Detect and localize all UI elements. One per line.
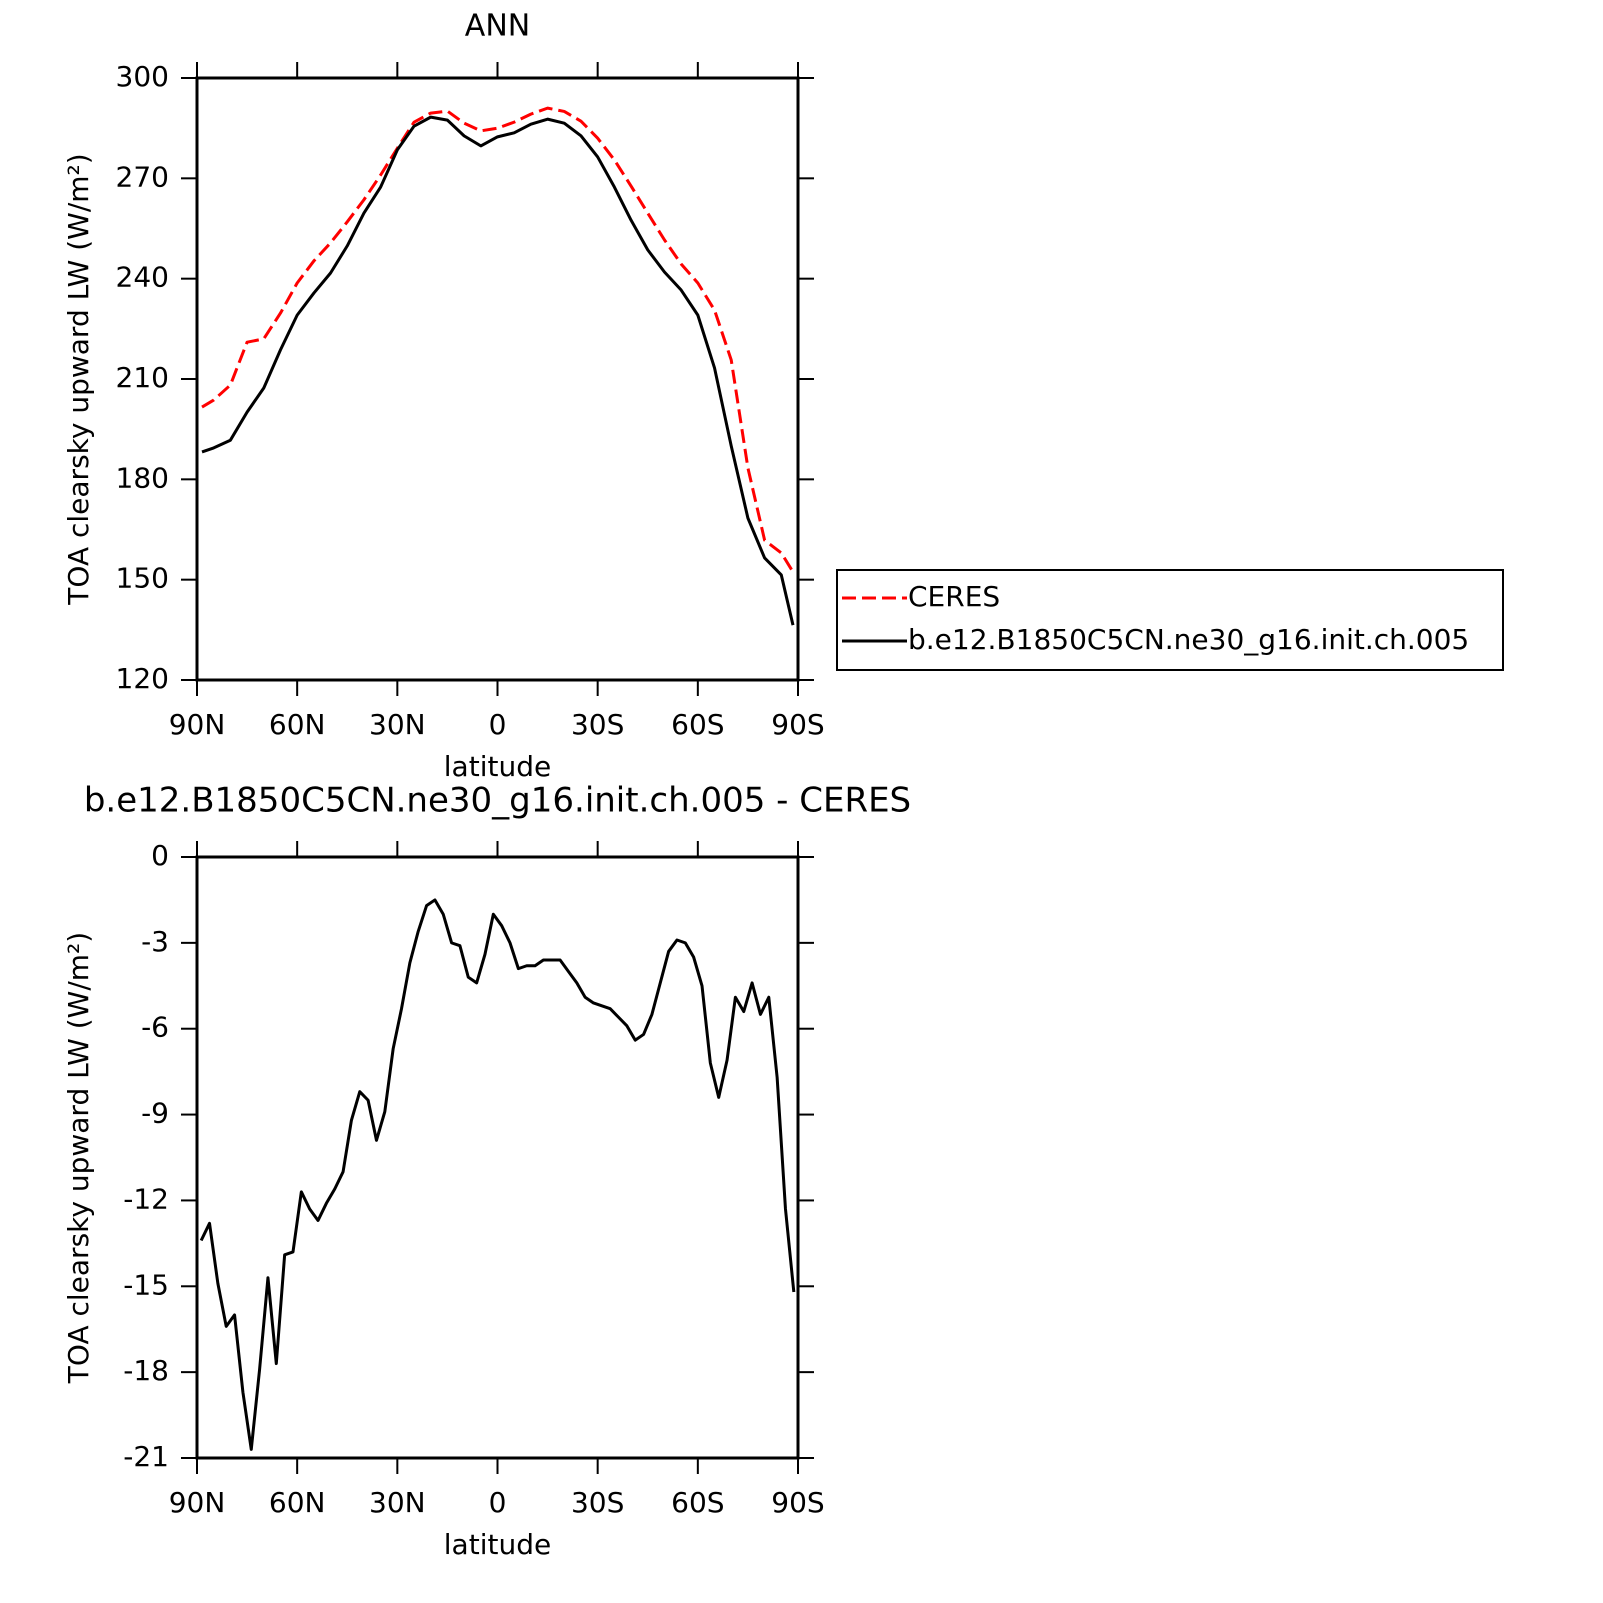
- x-tick-label: 30S: [571, 1486, 624, 1519]
- y-tick-label: 150: [116, 562, 169, 595]
- x-tick-label: 60N: [269, 708, 326, 741]
- x-axis-label: latitude: [444, 1528, 551, 1561]
- x-axis-label: latitude: [444, 750, 551, 783]
- y-tick-label: -3: [141, 925, 169, 958]
- y-tick-label: -6: [141, 1011, 169, 1044]
- y-tick-label: -18: [123, 1354, 169, 1387]
- y-tick-label: 300: [116, 60, 169, 93]
- y-tick-label: 210: [116, 361, 169, 394]
- x-tick-label: 30N: [369, 708, 426, 741]
- series-line: [199, 898, 796, 1451]
- x-tick-label: 60N: [269, 1486, 326, 1519]
- y-axis-label: TOA clearsky upward LW (W/m²): [62, 153, 95, 605]
- x-tick-label: 0: [489, 708, 507, 741]
- y-tick-label: 240: [116, 261, 169, 294]
- x-tick-label: 60S: [671, 708, 724, 741]
- y-tick-label: 0: [151, 839, 169, 872]
- x-tick-label: 30N: [369, 1486, 426, 1519]
- series-line: [201, 106, 795, 573]
- x-tick-label: 90S: [771, 1486, 824, 1519]
- x-tick-label: 60S: [671, 1486, 724, 1519]
- y-tick-label: 180: [116, 461, 169, 494]
- plot-frame: [195, 76, 800, 682]
- x-tick-label: 30S: [571, 708, 624, 741]
- y-tick-label: 120: [116, 662, 169, 695]
- plot-frame: [195, 855, 800, 1460]
- series-line: [201, 115, 795, 626]
- chart-title: b.e12.B1850C5CN.ne30_g16.init.ch.005 - C…: [84, 781, 911, 821]
- legend-label: CERES: [908, 580, 1000, 613]
- x-tick-label: 0: [489, 1486, 507, 1519]
- y-tick-label: -21: [123, 1440, 169, 1473]
- y-tick-label: -15: [123, 1268, 169, 1301]
- y-tick-label: -9: [141, 1097, 169, 1130]
- chart-title: ANN: [465, 9, 530, 44]
- y-tick-label: -12: [123, 1182, 169, 1215]
- x-tick-label: 90N: [169, 1486, 226, 1519]
- legend-label: b.e12.B1850C5CN.ne30_g16.init.ch.005: [908, 623, 1469, 656]
- x-tick-label: 90S: [771, 708, 824, 741]
- y-axis-label: TOA clearsky upward LW (W/m²): [62, 932, 95, 1384]
- legend-box: [836, 569, 1504, 671]
- x-tick-label: 90N: [169, 708, 226, 741]
- y-tick-label: 270: [116, 160, 169, 193]
